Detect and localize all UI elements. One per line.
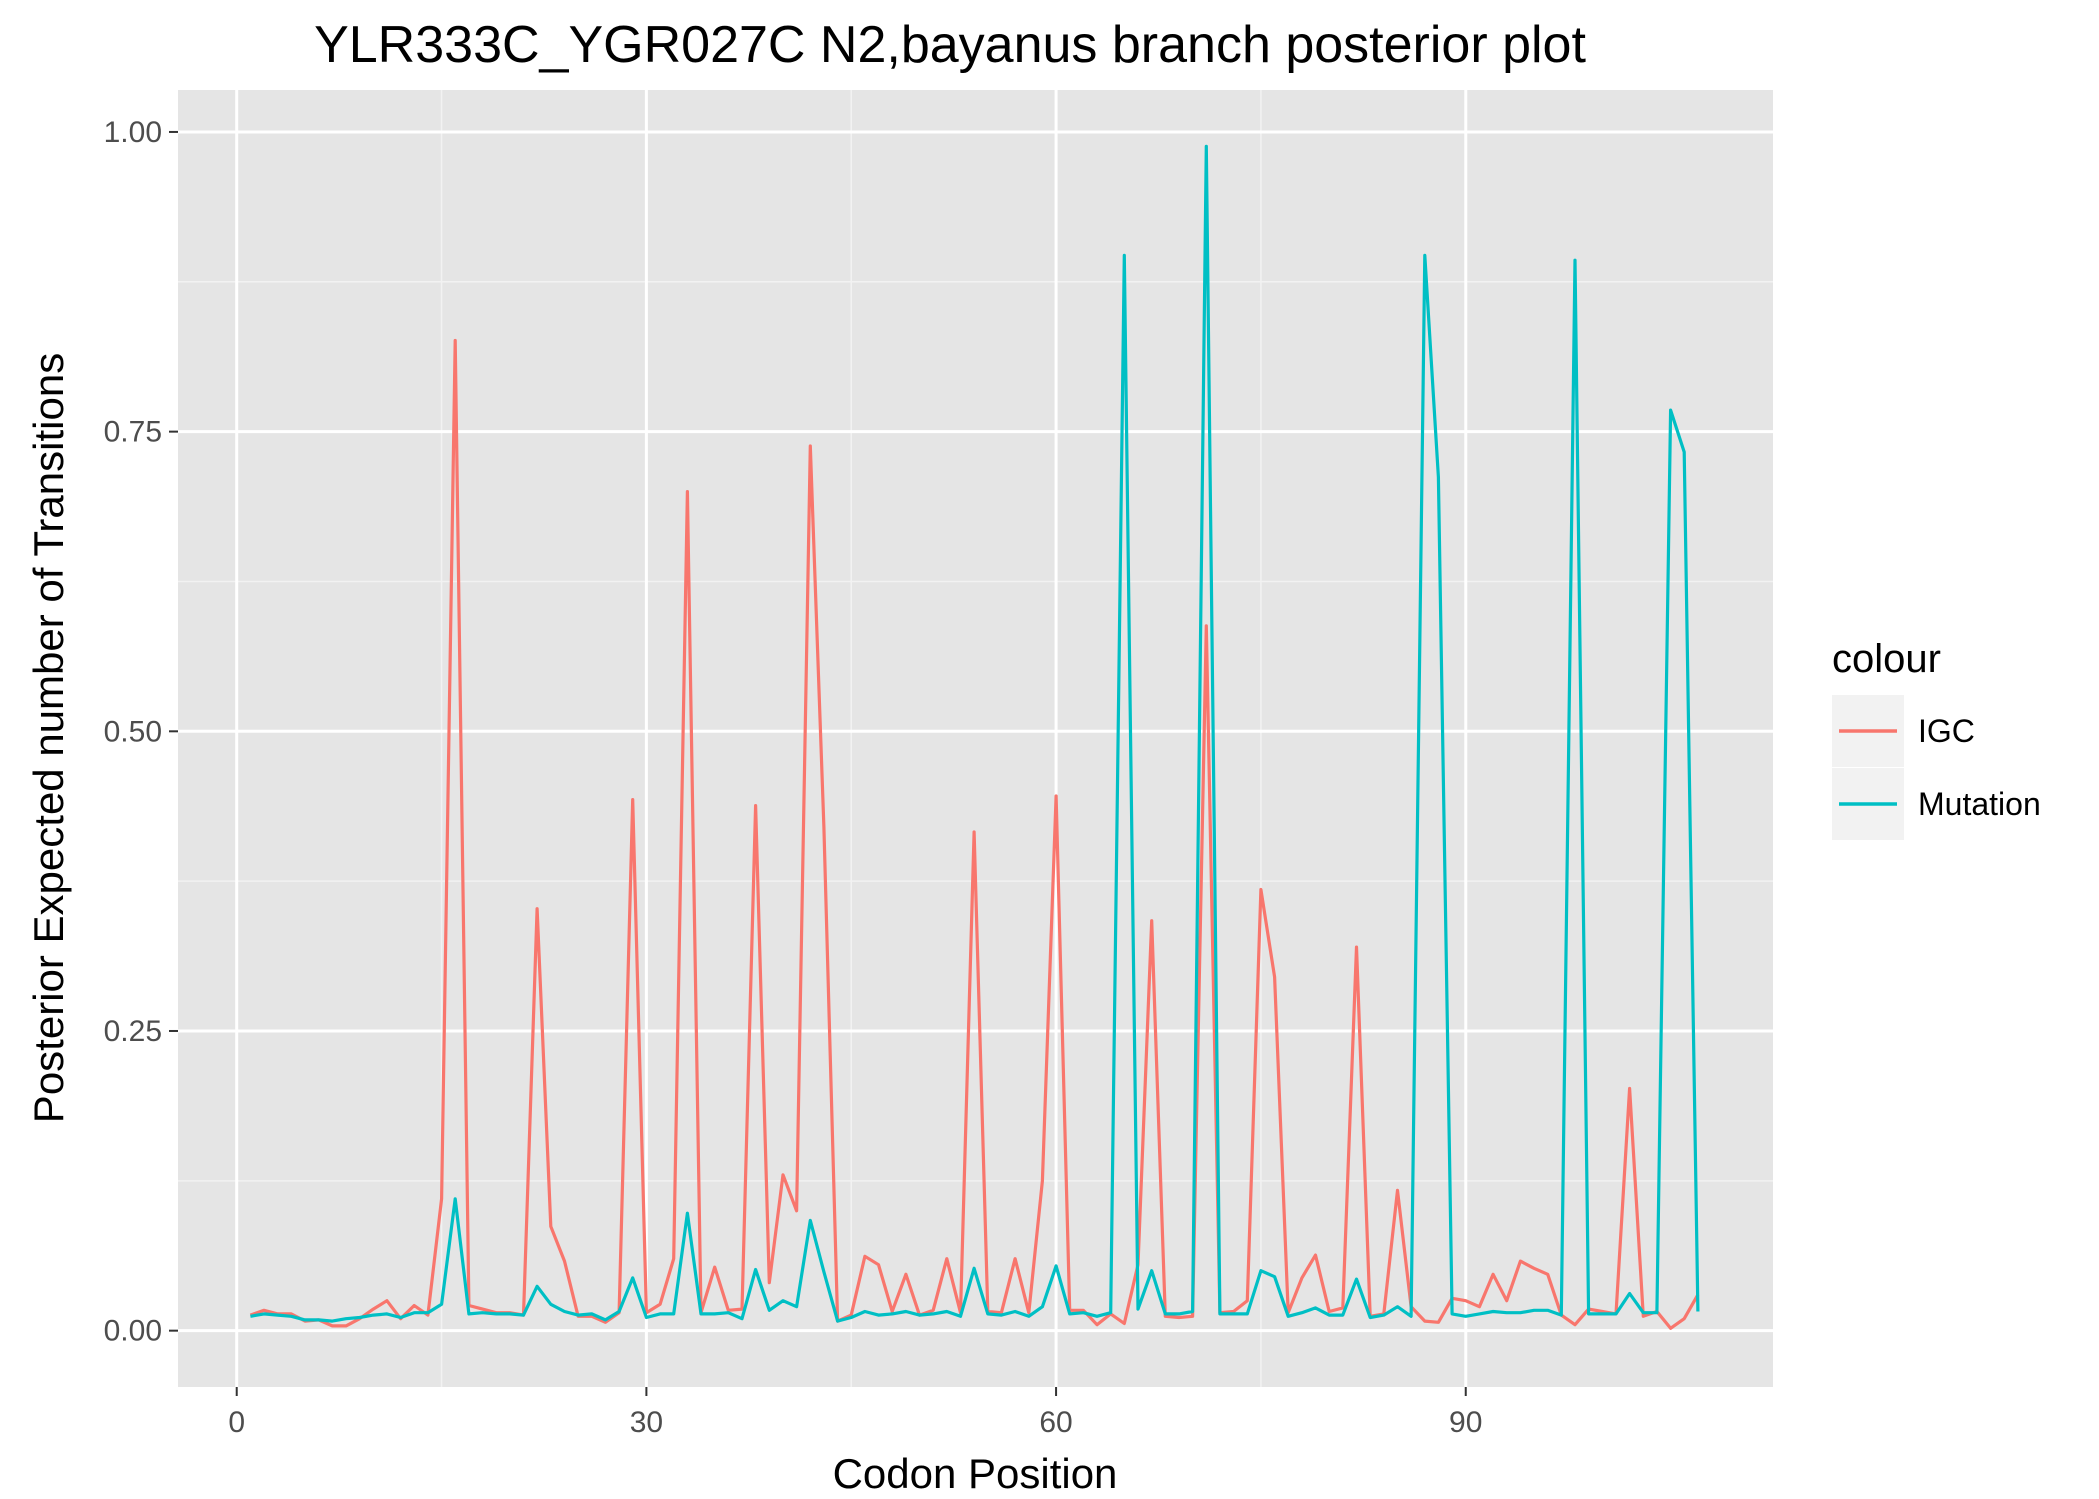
legend-label: Mutation xyxy=(1918,786,2041,822)
y-tick-label: 0.25 xyxy=(104,1015,162,1048)
y-tick-label: 1.00 xyxy=(104,116,162,149)
x-axis: 0 30 60 90 xyxy=(228,1387,1482,1439)
x-tick-label: 30 xyxy=(630,1406,663,1439)
legend-label: IGC xyxy=(1918,713,1975,749)
x-tick-label: 0 xyxy=(228,1406,245,1439)
y-tick-label: 0.00 xyxy=(104,1315,162,1348)
legend-items: IGC Mutation xyxy=(1832,695,2041,840)
y-tick-label: 0.75 xyxy=(104,416,162,449)
plot-panel xyxy=(178,90,1773,1387)
x-tick-label: 60 xyxy=(1039,1406,1072,1439)
y-tick-label: 0.50 xyxy=(104,715,162,748)
y-axis: 0.00 0.25 0.50 0.75 1.00 xyxy=(104,116,178,1348)
series-line-mutation xyxy=(250,144,1700,1323)
series-line-igc xyxy=(249,338,1700,1330)
legend: colour IGC Mutation xyxy=(1832,637,2041,840)
x-axis-title: Codon Position xyxy=(833,1450,1118,1497)
major-gridlines xyxy=(178,90,1773,1387)
legend-title: colour xyxy=(1832,637,1941,681)
x-tick-label: 90 xyxy=(1449,1406,1482,1439)
chart-title: YLR333C_YGR027C N2,bayanus branch poster… xyxy=(314,16,1586,74)
series-lines xyxy=(249,144,1700,1330)
y-axis-title: Posterior Expected number of Transitions xyxy=(25,353,72,1123)
